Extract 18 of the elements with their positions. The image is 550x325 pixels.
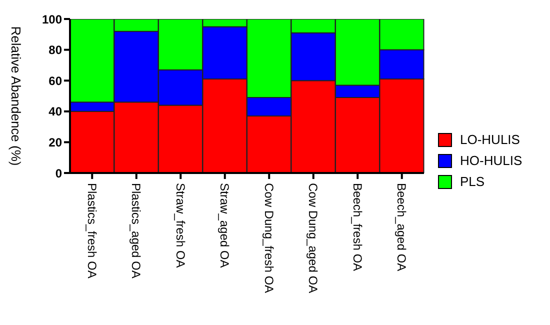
y-tick-label: 20 bbox=[48, 135, 62, 150]
x-tick-label: Beech_aged OA bbox=[394, 183, 409, 272]
y-tick-label: 100 bbox=[42, 12, 62, 26]
text: LO-HULIS bbox=[460, 132, 520, 147]
x-tick-label: Straw_aged OA bbox=[218, 183, 232, 268]
x-tick-label: Beech_fresh OA bbox=[350, 183, 364, 272]
x-tick-label: Cow Dung_fresh OA bbox=[262, 183, 276, 294]
y-tick-label: 40 bbox=[48, 104, 62, 119]
x-tick-label: Plastics_aged OA bbox=[129, 183, 144, 278]
legend-label: HO-HULIS bbox=[460, 153, 522, 168]
y-tick-label: 0 bbox=[55, 166, 62, 180]
y-axis-title: Relative Abandence (%) bbox=[8, 26, 24, 166]
legend-label: PLS bbox=[460, 174, 485, 189]
x-tick-label: Plastics_fresh OA bbox=[84, 183, 99, 278]
x-tick-label: Straw_fresh OA bbox=[173, 183, 188, 268]
y-tick-label: 60 bbox=[48, 74, 62, 88]
y-tick-label: 80 bbox=[48, 43, 62, 58]
x-tick-label: Cow Dung_aged OA bbox=[306, 183, 320, 294]
